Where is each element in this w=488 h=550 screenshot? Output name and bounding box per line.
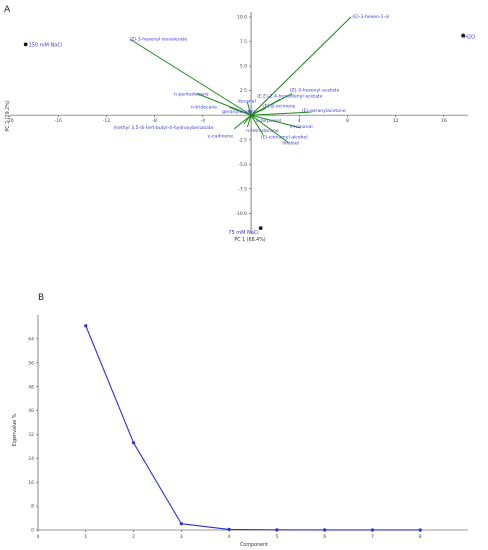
loading-vector: [233, 114, 252, 130]
x-tick-label: 0: [37, 534, 40, 540]
panel-a-label: A: [4, 5, 11, 15]
y-tick-label: -7.5: [238, 186, 247, 192]
score-label: 150 mM NaCl: [29, 42, 63, 48]
biplot-x-axis-title: PC 1 (68.4%): [234, 237, 265, 243]
x-tick-label: -8: [152, 118, 157, 124]
eigenvalue-line: [85, 325, 421, 531]
score-label: 75 mM NaCl: [228, 230, 258, 236]
y-tick-label: 32: [28, 432, 34, 438]
eigenvalue-point: [418, 528, 422, 532]
loading-vector: [251, 111, 311, 116]
loading-vector: [250, 16, 352, 116]
loading-vector: [229, 106, 252, 116]
y-tick-label: -5.0: [238, 162, 247, 168]
x-tick-label: 6: [323, 534, 326, 540]
loading-label: (E)-geranylacetone: [302, 108, 346, 114]
pca-biplot: -20 -16 -12 -8 -4 4 8 12 16 -10.0 -7.5 -5.0 -2.5 2.5 5…: [6, 12, 475, 236]
loading-vector: [250, 107, 266, 116]
loading-label: n-pentadecane: [174, 91, 209, 97]
loading-vector: [248, 110, 252, 116]
score-point: [258, 226, 263, 230]
loading-label: (Z)-3-hexenyl acetate: [290, 88, 340, 94]
y-tick-label: 0: [31, 528, 34, 534]
x-tick-label: 8: [419, 534, 422, 540]
loading-vector: [250, 114, 289, 144]
x-tick-label: -12: [103, 118, 110, 124]
eigenvalue-point: [323, 528, 327, 532]
x-tick-label: -4: [201, 118, 206, 124]
x-tick-label: -16: [55, 118, 62, 124]
loading-label: (E)-3-hexen-1-ol: [352, 14, 389, 20]
loading-label: (E)-β-ocimene: [263, 103, 296, 109]
score-label: H2O: [464, 35, 475, 41]
loading-label: geranylacetate: [222, 109, 257, 115]
y-tick-label: 40: [28, 408, 34, 414]
loading-label: γ-cadinene: [208, 134, 234, 140]
x-tick-label: 1: [84, 534, 87, 540]
biplot-y-axis-title: PC 2 (29.2%): [5, 100, 11, 131]
loading-label: α-terpineol: [256, 118, 281, 124]
loading-label: methyl 3,5-di-tert-butyl-4-hydroxybenzoa…: [114, 125, 214, 131]
loading-vector: [130, 39, 252, 116]
x-tick-label: 12: [393, 118, 399, 124]
x-tick-label: 7: [371, 534, 374, 540]
scree-x-axis-title: Component: [240, 542, 268, 548]
scree-y-axis-title: Eigenvalue %: [12, 413, 18, 446]
loading-vector: [250, 114, 301, 129]
y-tick-label: 64: [28, 336, 34, 342]
eigenvalue-point: [179, 522, 183, 526]
y-tick-label: 56: [28, 360, 34, 366]
score-point: [23, 42, 28, 47]
eigenvalue-point: [131, 441, 136, 445]
eigenvalue-point: [227, 527, 231, 532]
y-tick-label: 24: [28, 456, 34, 462]
y-tick-label: 8: [31, 504, 34, 510]
y-tick-label: 7.5: [240, 39, 247, 45]
loading-label: decanal: [238, 98, 256, 104]
loading-label: n-tetradecane: [246, 128, 279, 134]
y-tick-label: -2.5: [238, 137, 247, 143]
y-tick-label: 48: [28, 384, 34, 390]
eigenvalue-point: [370, 528, 375, 532]
x-tick-label: 3: [180, 534, 183, 540]
loading-label: (E,E)-2,4-hexadienyl acetate: [257, 93, 323, 99]
y-tick-label: 5.0: [240, 64, 247, 70]
score-point: [461, 33, 466, 38]
x-tick-label: 5: [275, 534, 278, 540]
y-tick-label: 16: [28, 480, 34, 486]
loading-label: (E)-cinnamyl alcohol: [261, 135, 308, 141]
y-tick-label: -10.0: [235, 211, 247, 217]
loading-vector: [246, 114, 252, 128]
x-tick-label: 2: [132, 534, 135, 540]
x-tick-label: 8: [346, 118, 349, 124]
eigenvalue-point: [84, 324, 88, 328]
loading-vector: [250, 114, 264, 136]
loading-label: n-tridecane: [191, 104, 218, 110]
x-tick-label: 16: [441, 118, 447, 124]
loading-label: (Z)-3-hexenyl isovalerate: [129, 36, 187, 42]
x-tick-label: -20: [6, 118, 13, 124]
y-tick-label: 2.5: [240, 88, 247, 94]
x-tick-label: 4: [228, 534, 231, 540]
y-tick-label: 10.0: [237, 15, 247, 21]
x-tick-label: 4: [298, 118, 301, 124]
eigenvalue-point: [275, 528, 279, 532]
panel-b-label: B: [38, 293, 44, 303]
loading-label: linalool: [282, 141, 298, 147]
loading-label: n-nonanal: [290, 124, 313, 130]
